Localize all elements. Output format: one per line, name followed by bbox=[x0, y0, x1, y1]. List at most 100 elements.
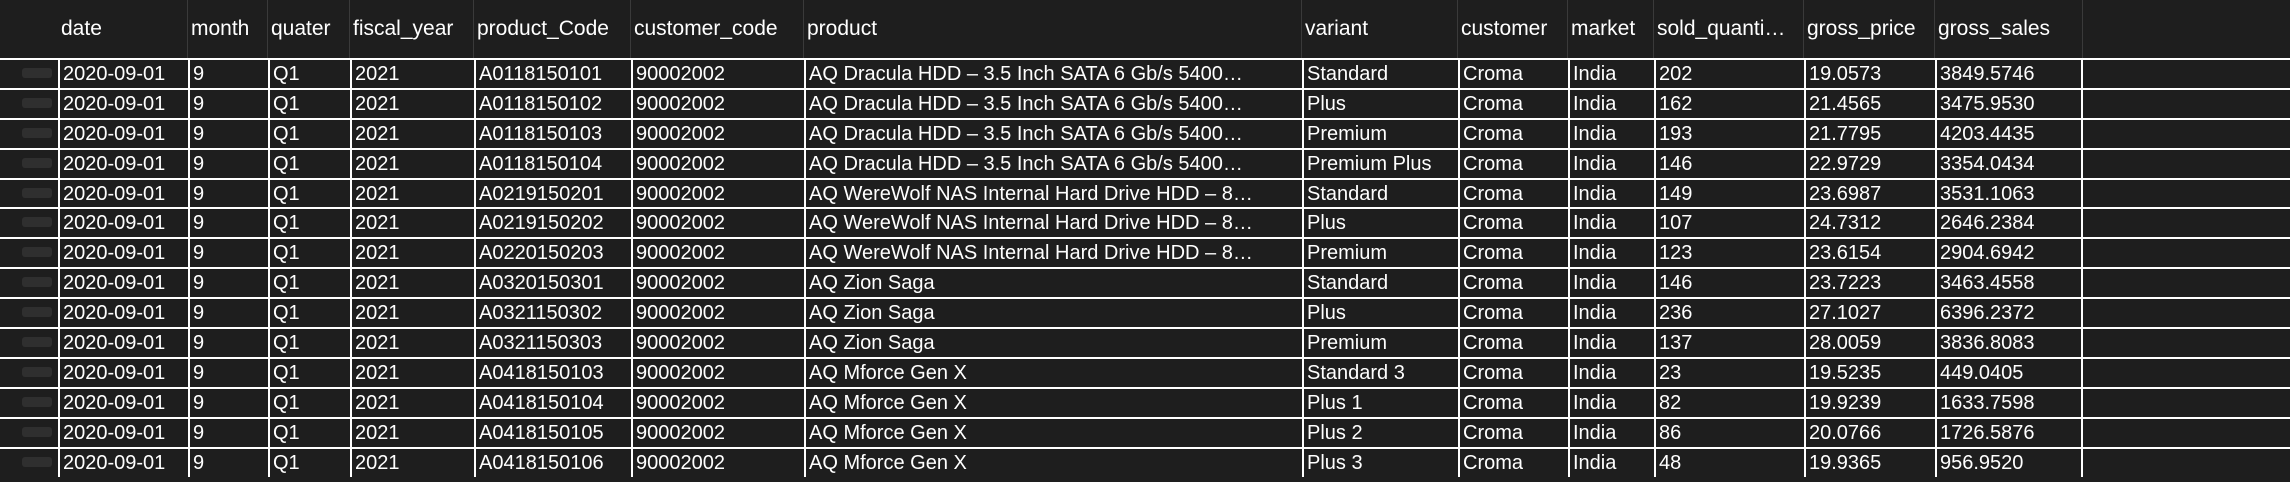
row-selector-handle[interactable] bbox=[22, 247, 52, 258]
cell-gross-sales[interactable]: 3475.9530 bbox=[1935, 89, 2083, 118]
cell-variant[interactable]: Premium bbox=[1302, 119, 1458, 148]
table-row[interactable]: 2020-09-01 9 Q1 2021 A0118150102 90002002 AQ D… bbox=[0, 87, 2290, 118]
cell-month[interactable]: 9 bbox=[188, 179, 268, 208]
cell-customer[interactable]: Croma bbox=[1458, 239, 1568, 268]
cell-variant[interactable]: Plus bbox=[1302, 299, 1458, 328]
cell-customer-code[interactable]: 90002002 bbox=[631, 299, 804, 328]
column-header-gross-price[interactable]: gross_price bbox=[1804, 0, 1935, 58]
row-selector-handle[interactable] bbox=[22, 456, 52, 467]
cell-quater[interactable]: Q1 bbox=[268, 418, 350, 447]
cell-customer[interactable]: Croma bbox=[1458, 149, 1568, 178]
cell-customer-code[interactable]: 90002002 bbox=[631, 60, 804, 88]
cell-date[interactable]: 2020-09-01 bbox=[58, 329, 188, 358]
cell-market[interactable]: India bbox=[1568, 418, 1654, 447]
cell-product-code[interactable]: A0321150302 bbox=[474, 299, 631, 328]
cell-customer[interactable]: Croma bbox=[1458, 89, 1568, 118]
cell-fiscal-year[interactable]: 2021 bbox=[350, 60, 474, 88]
table-row[interactable]: 2020-09-01 9 Q1 2021 A0418150104 90002002 AQ M… bbox=[0, 386, 2290, 417]
cell-customer[interactable]: Croma bbox=[1458, 269, 1568, 298]
cell-sold-quantity[interactable]: 82 bbox=[1654, 388, 1804, 417]
cell-month[interactable]: 9 bbox=[188, 89, 268, 118]
cell-market[interactable]: India bbox=[1568, 239, 1654, 268]
cell-fiscal-year[interactable]: 2021 bbox=[350, 418, 474, 447]
cell-customer-code[interactable]: 90002002 bbox=[631, 329, 804, 358]
row-selector-handle[interactable] bbox=[22, 307, 52, 318]
column-header-customer[interactable]: customer bbox=[1458, 0, 1568, 58]
row-selector-handle[interactable] bbox=[22, 68, 52, 78]
cell-gross-price[interactable]: 23.7223 bbox=[1804, 269, 1935, 298]
cell-gross-sales[interactable]: 956.9520 bbox=[1935, 448, 2083, 477]
cell-product-code[interactable]: A0118150103 bbox=[474, 119, 631, 148]
cell-gross-price[interactable]: 21.7795 bbox=[1804, 119, 1935, 148]
cell-sold-quantity[interactable]: 146 bbox=[1654, 149, 1804, 178]
cell-sold-quantity[interactable]: 48 bbox=[1654, 448, 1804, 477]
row-selector-handle[interactable] bbox=[22, 277, 52, 288]
cell-fiscal-year[interactable]: 2021 bbox=[350, 179, 474, 208]
cell-date[interactable]: 2020-09-01 bbox=[58, 179, 188, 208]
cell-customer-code[interactable]: 90002002 bbox=[631, 89, 804, 118]
cell-variant[interactable]: Premium bbox=[1302, 329, 1458, 358]
cell-product[interactable]: AQ WereWolf NAS Internal Hard Drive HDD … bbox=[804, 179, 1302, 208]
cell-customer-code[interactable]: 90002002 bbox=[631, 358, 804, 387]
cell-gross-sales[interactable]: 3836.8083 bbox=[1935, 329, 2083, 358]
cell-month[interactable]: 9 bbox=[188, 358, 268, 387]
column-header-variant[interactable]: variant bbox=[1302, 0, 1458, 58]
column-header-sold-quantity[interactable]: sold_quanti… bbox=[1654, 0, 1804, 58]
cell-month[interactable]: 9 bbox=[188, 149, 268, 178]
cell-sold-quantity[interactable]: 123 bbox=[1654, 239, 1804, 268]
cell-gross-price[interactable]: 19.9239 bbox=[1804, 388, 1935, 417]
cell-market[interactable]: India bbox=[1568, 179, 1654, 208]
cell-customer-code[interactable]: 90002002 bbox=[631, 388, 804, 417]
cell-customer[interactable]: Croma bbox=[1458, 388, 1568, 417]
cell-market[interactable]: India bbox=[1568, 149, 1654, 178]
cell-quater[interactable]: Q1 bbox=[268, 119, 350, 148]
cell-market[interactable]: India bbox=[1568, 299, 1654, 328]
cell-customer[interactable]: Croma bbox=[1458, 60, 1568, 88]
cell-product-code[interactable]: A0418150106 bbox=[474, 448, 631, 477]
cell-gross-price[interactable]: 21.4565 bbox=[1804, 89, 1935, 118]
cell-product[interactable]: AQ Mforce Gen X bbox=[804, 388, 1302, 417]
cell-market[interactable]: India bbox=[1568, 358, 1654, 387]
cell-product-code[interactable]: A0220150203 bbox=[474, 239, 631, 268]
cell-fiscal-year[interactable]: 2021 bbox=[350, 239, 474, 268]
cell-sold-quantity[interactable]: 193 bbox=[1654, 119, 1804, 148]
table-row[interactable]: 2020-09-01 9 Q1 2021 A0219150202 90002002 AQ W… bbox=[0, 207, 2290, 238]
cell-customer[interactable]: Croma bbox=[1458, 418, 1568, 447]
cell-product-code[interactable]: A0321150303 bbox=[474, 329, 631, 358]
cell-variant[interactable]: Plus 2 bbox=[1302, 418, 1458, 447]
row-selector-handle[interactable] bbox=[22, 337, 52, 348]
cell-customer[interactable]: Croma bbox=[1458, 119, 1568, 148]
cell-quater[interactable]: Q1 bbox=[268, 179, 350, 208]
cell-date[interactable]: 2020-09-01 bbox=[58, 269, 188, 298]
cell-date[interactable]: 2020-09-01 bbox=[58, 119, 188, 148]
cell-gross-price[interactable]: 28.0059 bbox=[1804, 329, 1935, 358]
cell-customer-code[interactable]: 90002002 bbox=[631, 119, 804, 148]
cell-fiscal-year[interactable]: 2021 bbox=[350, 448, 474, 477]
cell-customer-code[interactable]: 90002002 bbox=[631, 179, 804, 208]
column-header-product[interactable]: product bbox=[804, 0, 1302, 58]
cell-variant[interactable]: Plus bbox=[1302, 89, 1458, 118]
cell-month[interactable]: 9 bbox=[188, 209, 268, 238]
table-row[interactable]: 2020-09-01 9 Q1 2021 A0118150104 90002002 AQ D… bbox=[0, 147, 2290, 178]
column-header-quater[interactable]: quater bbox=[268, 0, 350, 58]
column-header-month[interactable]: month bbox=[188, 0, 268, 58]
cell-sold-quantity[interactable]: 162 bbox=[1654, 89, 1804, 118]
cell-month[interactable]: 9 bbox=[188, 60, 268, 88]
cell-fiscal-year[interactable]: 2021 bbox=[350, 269, 474, 298]
cell-product[interactable]: AQ Mforce Gen X bbox=[804, 448, 1302, 477]
cell-product[interactable]: AQ Dracula HDD – 3.5 Inch SATA 6 Gb/s 54… bbox=[804, 149, 1302, 178]
cell-customer-code[interactable]: 90002002 bbox=[631, 239, 804, 268]
cell-variant[interactable]: Standard bbox=[1302, 60, 1458, 88]
cell-product[interactable]: AQ Zion Saga bbox=[804, 269, 1302, 298]
cell-quater[interactable]: Q1 bbox=[268, 239, 350, 268]
cell-fiscal-year[interactable]: 2021 bbox=[350, 119, 474, 148]
cell-date[interactable]: 2020-09-01 bbox=[58, 299, 188, 328]
cell-quater[interactable]: Q1 bbox=[268, 358, 350, 387]
column-header-fiscal-year[interactable]: fiscal_year bbox=[350, 0, 474, 58]
cell-variant[interactable]: Plus 3 bbox=[1302, 448, 1458, 477]
column-header-market[interactable]: market bbox=[1568, 0, 1654, 58]
cell-fiscal-year[interactable]: 2021 bbox=[350, 89, 474, 118]
cell-customer-code[interactable]: 90002002 bbox=[631, 149, 804, 178]
cell-quater[interactable]: Q1 bbox=[268, 299, 350, 328]
cell-sold-quantity[interactable]: 202 bbox=[1654, 60, 1804, 88]
